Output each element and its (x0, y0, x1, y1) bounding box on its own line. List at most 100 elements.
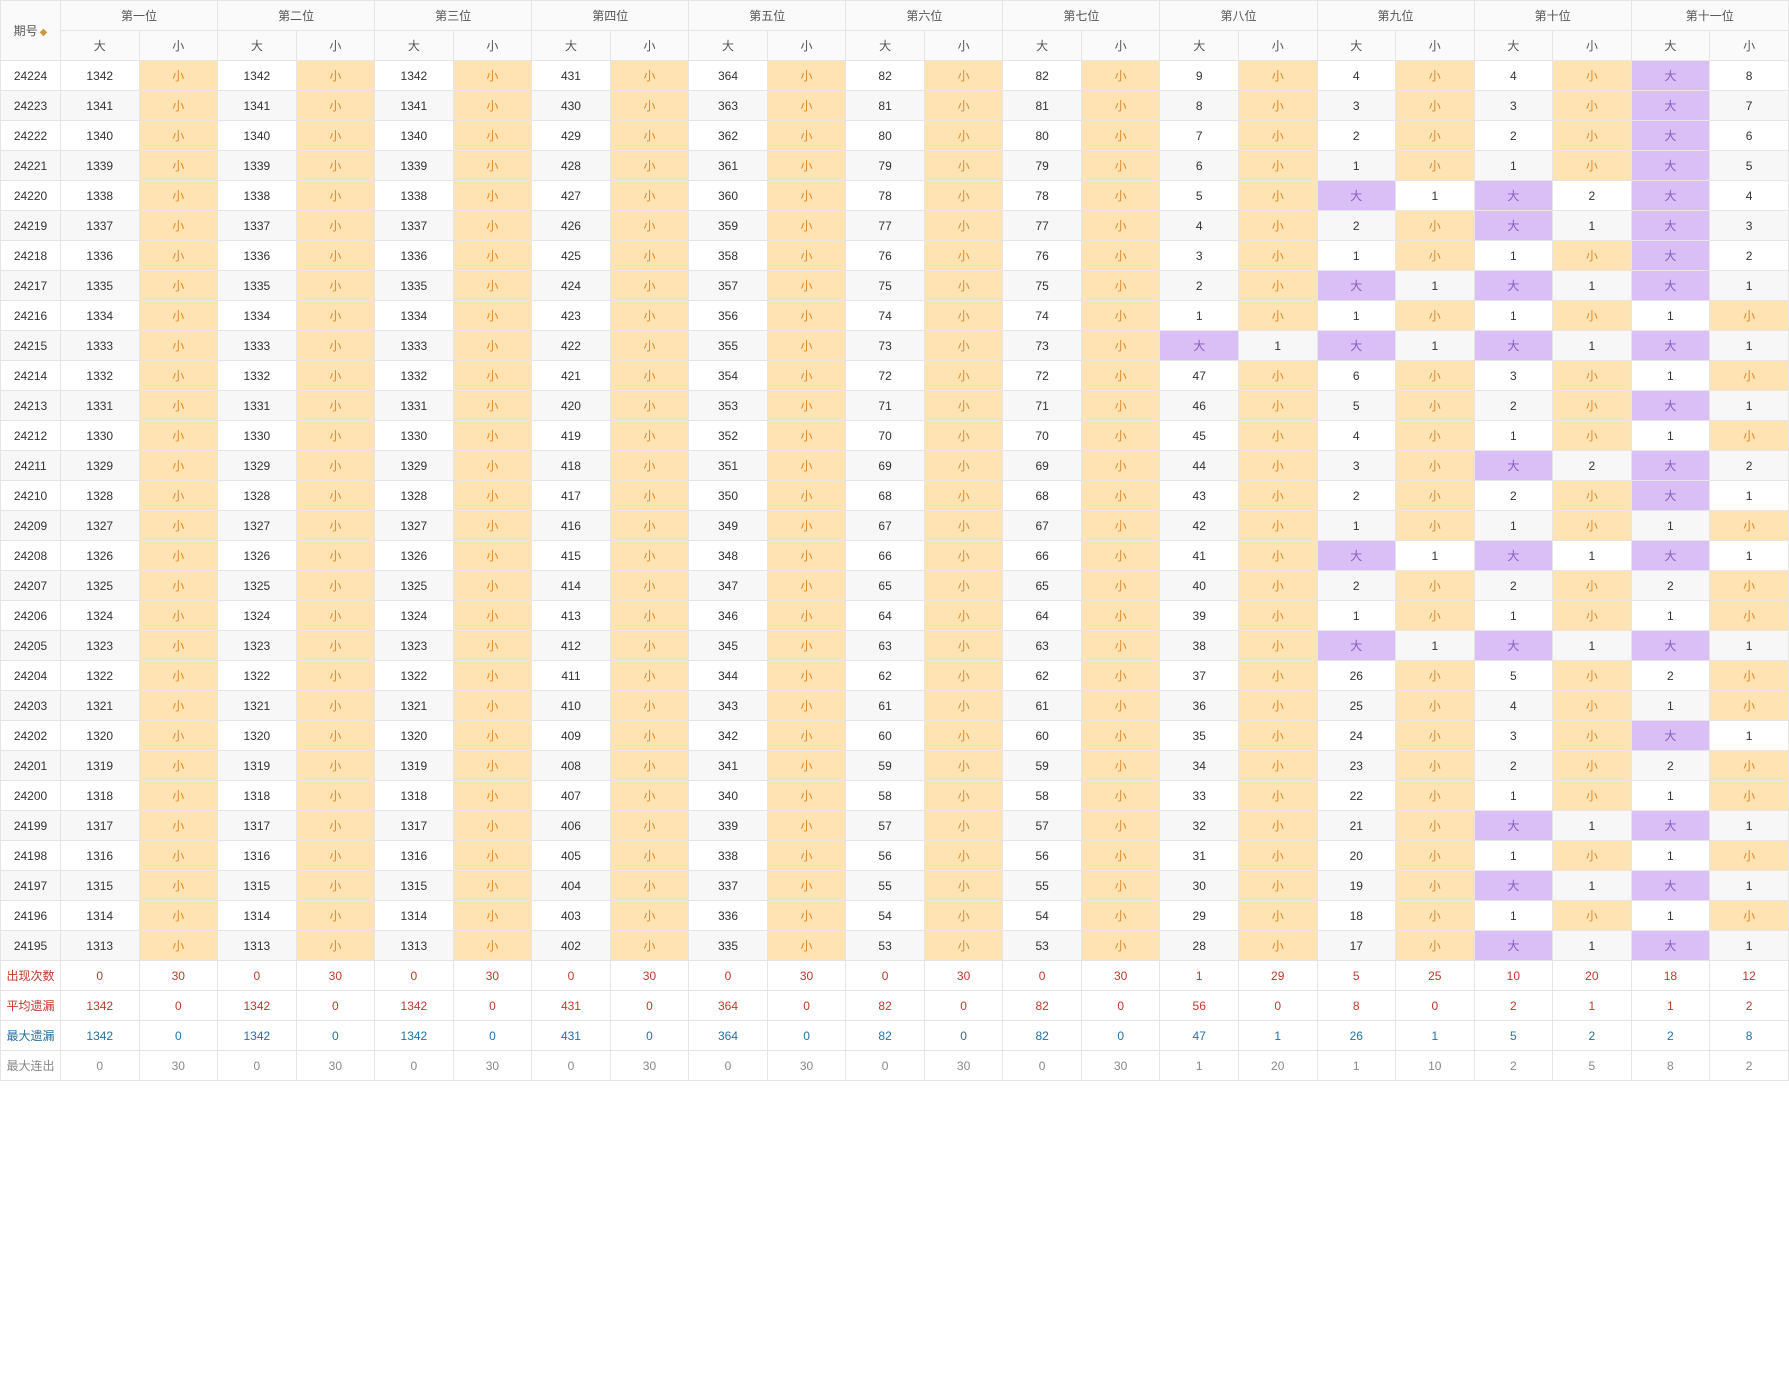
summary-cell: 0 (689, 961, 768, 991)
subheader-xiao[interactable]: 小 (453, 31, 532, 61)
cell-xiao: 小 (1081, 631, 1160, 661)
cell-da: 77 (1003, 211, 1082, 241)
cell-xiao: 小 (296, 751, 375, 781)
cell-xiao: 小 (453, 901, 532, 931)
subheader-xiao[interactable]: 小 (924, 31, 1003, 61)
subheader-xiao[interactable]: 小 (1553, 31, 1632, 61)
header-position-4[interactable]: 第四位 (532, 1, 689, 31)
cell-da: 420 (532, 391, 611, 421)
cell-da: 47 (1160, 361, 1239, 391)
subheader-da[interactable]: 大 (1631, 31, 1710, 61)
header-period[interactable]: 期号◆ (1, 1, 61, 61)
header-position-10[interactable]: 第十位 (1474, 1, 1631, 31)
cell-xiao: 小 (767, 331, 846, 361)
summary-cell: 30 (610, 961, 689, 991)
cell-da: 39 (1160, 601, 1239, 631)
subheader-da[interactable]: 大 (1317, 31, 1396, 61)
period-cell: 24195 (1, 931, 61, 961)
period-cell: 24197 (1, 871, 61, 901)
cell-xiao: 小 (610, 451, 689, 481)
header-position-3[interactable]: 第三位 (375, 1, 532, 31)
subheader-da[interactable]: 大 (1003, 31, 1082, 61)
cell-xiao: 小 (1238, 91, 1317, 121)
cell-da: 大 (1631, 391, 1710, 421)
summary-cell: 0 (846, 1051, 925, 1081)
subheader-da[interactable]: 大 (532, 31, 611, 61)
summary-cell: 30 (296, 1051, 375, 1081)
cell-xiao: 小 (1553, 361, 1632, 391)
cell-xiao: 小 (1081, 331, 1160, 361)
cell-da: 1325 (61, 571, 140, 601)
cell-xiao: 小 (610, 301, 689, 331)
cell-da: 1332 (218, 361, 297, 391)
cell-da: 4 (1474, 61, 1553, 91)
cell-xiao: 小 (1238, 421, 1317, 451)
cell-da: 425 (532, 241, 611, 271)
subheader-xiao[interactable]: 小 (1238, 31, 1317, 61)
cell-da: 2 (1160, 271, 1239, 301)
cell-da: 1 (1474, 601, 1553, 631)
cell-da: 8 (1160, 91, 1239, 121)
cell-xiao: 小 (453, 361, 532, 391)
cell-da: 1318 (375, 781, 454, 811)
cell-da: 1317 (61, 811, 140, 841)
cell-da: 1323 (218, 631, 297, 661)
cell-da: 61 (846, 691, 925, 721)
summary-cell: 30 (296, 961, 375, 991)
header-position-5[interactable]: 第五位 (689, 1, 846, 31)
subheader-xiao[interactable]: 小 (610, 31, 689, 61)
summary-label: 最大遗漏 (1, 1021, 61, 1051)
cell-da: 72 (846, 361, 925, 391)
subheader-xiao[interactable]: 小 (1396, 31, 1475, 61)
header-position-6[interactable]: 第六位 (846, 1, 1003, 31)
header-position-1[interactable]: 第一位 (61, 1, 218, 31)
cell-da: 1313 (218, 931, 297, 961)
period-cell: 24198 (1, 841, 61, 871)
cell-da: 23 (1317, 751, 1396, 781)
cell-xiao: 小 (1396, 931, 1475, 961)
cell-xiao: 小 (453, 391, 532, 421)
cell-xiao: 小 (1081, 601, 1160, 631)
subheader-xiao[interactable]: 小 (139, 31, 218, 61)
header-position-2[interactable]: 第二位 (218, 1, 375, 31)
header-position-11[interactable]: 第十一位 (1631, 1, 1788, 31)
subheader-da[interactable]: 大 (846, 31, 925, 61)
cell-da: 1 (1317, 511, 1396, 541)
cell-xiao: 小 (296, 541, 375, 571)
cell-da: 340 (689, 781, 768, 811)
cell-xiao: 小 (610, 781, 689, 811)
subheader-da[interactable]: 大 (1160, 31, 1239, 61)
summary-cell: 0 (139, 1021, 218, 1051)
subheader-xiao[interactable]: 小 (767, 31, 846, 61)
subheader-xiao[interactable]: 小 (1710, 31, 1789, 61)
cell-da: 1334 (61, 301, 140, 331)
table-row: 242091327小1327小1327小416小349小67小67小42小1小1… (1, 511, 1789, 541)
cell-xiao: 小 (296, 151, 375, 181)
cell-da: 大 (1631, 541, 1710, 571)
subheader-da[interactable]: 大 (218, 31, 297, 61)
cell-da: 22 (1317, 781, 1396, 811)
summary-cell: 2 (1474, 1051, 1553, 1081)
header-position-9[interactable]: 第九位 (1317, 1, 1474, 31)
summary-cell: 431 (532, 991, 611, 1021)
subheader-da[interactable]: 大 (1474, 31, 1553, 61)
subheader-da[interactable]: 大 (689, 31, 768, 61)
subheader-da[interactable]: 大 (375, 31, 454, 61)
cell-da: 63 (846, 631, 925, 661)
cell-xiao: 小 (453, 871, 532, 901)
summary-cell: 0 (532, 961, 611, 991)
summary-cell: 0 (610, 1021, 689, 1051)
cell-da: 2 (1317, 211, 1396, 241)
subheader-da[interactable]: 大 (61, 31, 140, 61)
header-position-7[interactable]: 第七位 (1003, 1, 1160, 31)
cell-da: 342 (689, 721, 768, 751)
cell-da: 1 (1317, 241, 1396, 271)
header-position-8[interactable]: 第八位 (1160, 1, 1317, 31)
subheader-xiao[interactable]: 小 (296, 31, 375, 61)
cell-xiao: 小 (767, 421, 846, 451)
cell-da: 1340 (61, 121, 140, 151)
cell-xiao: 小 (767, 511, 846, 541)
cell-da: 1339 (61, 151, 140, 181)
cell-da: 65 (1003, 571, 1082, 601)
subheader-xiao[interactable]: 小 (1081, 31, 1160, 61)
